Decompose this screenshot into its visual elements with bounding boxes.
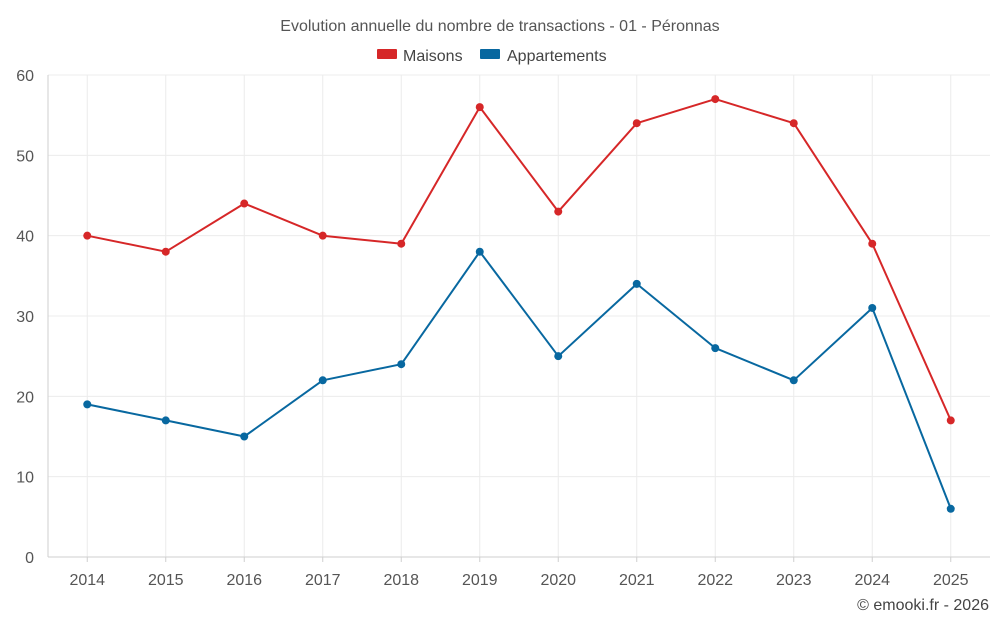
- x-tick-label: 2025: [933, 572, 969, 589]
- data-point-maisons[interactable]: [868, 239, 877, 248]
- series-line-appartements: [87, 250, 952, 510]
- credit-text: © emooki.fr - 2026: [857, 597, 989, 614]
- data-point-appartements[interactable]: [554, 352, 563, 361]
- x-tick-label: 2019: [462, 572, 498, 589]
- x-axis: 2014 2015 2016 2017 2018 2019 2020 2021 2022 2023…: [48, 556, 990, 589]
- data-point-appartements[interactable]: [475, 247, 484, 256]
- data-point-maisons[interactable]: [318, 231, 327, 240]
- data-point-maisons[interactable]: [632, 119, 641, 128]
- data-point-maisons[interactable]: [161, 247, 170, 256]
- data-point-maisons[interactable]: [475, 103, 484, 112]
- data-point-appartements[interactable]: [632, 279, 641, 288]
- data-point-appartements[interactable]: [397, 360, 406, 369]
- y-tick-label: 0: [25, 550, 34, 567]
- x-tick-label: 2021: [619, 572, 655, 589]
- legend-label-appartements[interactable]: Appartements: [507, 48, 607, 65]
- series-layer: [83, 95, 955, 513]
- data-point-appartements[interactable]: [946, 504, 955, 513]
- data-point-appartements[interactable]: [83, 400, 92, 409]
- data-point-maisons[interactable]: [554, 207, 563, 216]
- data-point-appartements[interactable]: [711, 344, 720, 353]
- series-line-maisons: [87, 98, 952, 421]
- y-tick-label: 10: [16, 470, 34, 487]
- x-tick-label: 2024: [854, 572, 890, 589]
- legend-swatch-appartements: [480, 49, 500, 59]
- legend-label-maisons[interactable]: Maisons: [403, 48, 463, 65]
- y-tick-label: 30: [16, 309, 34, 326]
- x-tick-label: 2023: [776, 572, 812, 589]
- data-point-appartements[interactable]: [161, 416, 170, 425]
- grid: [48, 74, 990, 558]
- y-tick-label: 60: [16, 68, 34, 85]
- data-point-appartements[interactable]: [789, 376, 798, 385]
- legend-swatch-maisons: [377, 49, 397, 59]
- chart-title: Evolution annuelle du nombre de transact…: [280, 18, 719, 35]
- data-point-appartements[interactable]: [318, 376, 327, 385]
- x-tick-label: 2016: [226, 572, 262, 589]
- y-axis: 0 10 20 30 40 50 60: [16, 68, 49, 567]
- data-point-maisons[interactable]: [711, 95, 720, 104]
- x-tick-label: 2020: [540, 572, 576, 589]
- x-tick-label: 2014: [69, 572, 105, 589]
- data-point-maisons[interactable]: [789, 119, 798, 128]
- data-point-appartements[interactable]: [240, 432, 249, 441]
- data-point-maisons[interactable]: [83, 231, 92, 240]
- x-tick-label: 2017: [305, 572, 341, 589]
- y-tick-label: 40: [16, 229, 34, 246]
- data-point-appartements[interactable]: [868, 303, 877, 312]
- x-tick-label: 2022: [697, 572, 733, 589]
- data-point-maisons[interactable]: [946, 416, 955, 425]
- data-point-maisons[interactable]: [240, 199, 249, 208]
- x-tick-label: 2015: [148, 572, 184, 589]
- y-tick-label: 20: [16, 389, 34, 406]
- x-tick-label: 2018: [383, 572, 419, 589]
- legend: Maisons Appartements: [377, 48, 607, 65]
- data-point-maisons[interactable]: [397, 239, 406, 248]
- y-tick-label: 50: [16, 148, 34, 165]
